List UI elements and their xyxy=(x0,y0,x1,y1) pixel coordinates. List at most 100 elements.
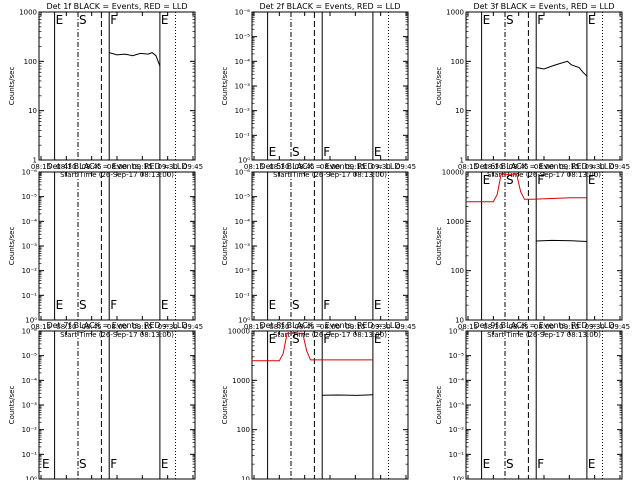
event-marker-F: F xyxy=(110,457,117,471)
event-marker-E: E xyxy=(374,298,382,312)
x-tick-label: 08:00 xyxy=(320,163,340,171)
plot-frame xyxy=(465,171,623,321)
event-marker-F: F xyxy=(323,298,330,312)
x-tick-label: 09:45 xyxy=(183,323,203,331)
chart-panel-1: Det 1f BLACK = Events, RED = LLD 1 10 100 10… xyxy=(8,2,203,179)
chart-panel-7: Det 7f BLACK = Events, RED = LLD 10⁰ 10⁻¹ 1… xyxy=(8,321,196,480)
event-marker-E: E xyxy=(483,13,491,27)
y-tick-label: 10⁻³ xyxy=(235,83,251,91)
x-tick-label: 08:00 xyxy=(107,163,127,171)
plot-frame xyxy=(38,11,196,161)
x-tick-label: 09:45 xyxy=(610,163,630,171)
event-marker-F: F xyxy=(110,13,117,27)
y-tick-label: 10⁻¹ xyxy=(449,451,465,459)
y-tick-label: 100 xyxy=(451,58,464,66)
plot-frame xyxy=(465,11,623,161)
event-marker-E: E xyxy=(374,332,382,346)
x-tick-label: 08:15 xyxy=(31,163,51,171)
x-tick-label: 09:45 xyxy=(396,163,416,171)
event-marker-E: E xyxy=(42,457,50,471)
x-tick-label: 08:15 xyxy=(458,163,478,171)
chart-panel-3: Det 3f BLACK = Events, RED = LLD 1 10 100 10… xyxy=(435,2,630,179)
event-marker-E: E xyxy=(161,298,169,312)
y-axis-label: Counts/sec xyxy=(8,67,16,106)
events-line xyxy=(322,394,373,396)
event-marker-E: E xyxy=(483,457,491,471)
plot-frame xyxy=(251,330,409,480)
y-tick-label: 1000 xyxy=(446,218,464,226)
y-tick-label: 10⁻⁴ xyxy=(449,377,465,385)
y-tick-label: 10⁻² xyxy=(449,426,465,434)
y-tick-label: 10⁰ xyxy=(238,157,250,165)
y-tick-label: 10⁰ xyxy=(25,317,37,325)
y-tick-label: 10⁻⁶ xyxy=(22,328,38,336)
x-tick-label: 08:00 xyxy=(534,323,554,331)
event-marker-E: E xyxy=(588,173,596,187)
x-tick-label: 08:15 xyxy=(31,323,51,331)
y-axis-label: Counts/sec xyxy=(221,67,229,106)
event-marker-E: E xyxy=(374,145,382,159)
lld-line xyxy=(466,173,587,203)
y-axis-label: Counts/sec xyxy=(221,386,229,425)
event-marker-E: E xyxy=(269,145,277,159)
event-marker-E: E xyxy=(588,457,596,471)
x-tick-label: 08:30 xyxy=(269,323,289,331)
y-axis-label: Counts/sec xyxy=(8,227,16,266)
y-tick-label: 100 xyxy=(451,267,464,275)
event-marker-S: S xyxy=(292,332,300,346)
y-tick-label: 10 xyxy=(28,107,37,115)
event-marker-F: F xyxy=(110,298,117,312)
x-tick-label: 08:30 xyxy=(56,323,76,331)
y-tick-label: 100 xyxy=(237,426,250,434)
y-axis-label: Counts/sec xyxy=(435,227,443,266)
y-axis-label: Counts/sec xyxy=(221,227,229,266)
y-axis-label: Counts/sec xyxy=(435,386,443,425)
x-tick-label: 09:15 xyxy=(345,163,365,171)
y-tick-label: 1 xyxy=(33,157,37,165)
event-marker-F: F xyxy=(537,13,544,27)
y-tick-label: 10⁻⁵ xyxy=(235,193,251,201)
event-marker-S: S xyxy=(79,457,87,471)
y-tick-label: 10⁻⁴ xyxy=(22,218,38,226)
chart-panel-9: Det 9f BLACK = Events, RED = LLD 10⁰ 10⁻¹ 1… xyxy=(435,321,623,480)
y-tick-label: 10⁻³ xyxy=(22,243,38,251)
x-tick-label: 08:15 xyxy=(244,323,264,331)
event-marker-F: F xyxy=(537,457,544,471)
event-marker-E: E xyxy=(161,13,169,27)
event-marker-S: S xyxy=(79,298,87,312)
chart-title: Det 2f BLACK = Events, RED = LLD xyxy=(259,2,400,11)
y-tick-label: 10⁰ xyxy=(452,476,464,480)
event-marker-S: S xyxy=(506,173,514,187)
event-marker-E: E xyxy=(588,13,596,27)
x-tick-label: 08:30 xyxy=(269,163,289,171)
x-tick-label: 09:30 xyxy=(371,323,391,331)
chart-title: Det 7f BLACK = Events, RED = LLD xyxy=(46,321,187,330)
y-axis-label: Counts/sec xyxy=(8,386,16,425)
x-tick-label: 08:15 xyxy=(244,163,264,171)
chart-title: Det 3f BLACK = Events, RED = LLD xyxy=(473,2,614,11)
y-tick-label: 10000 xyxy=(228,328,250,336)
x-tick-label: 08:45 xyxy=(82,323,102,331)
chart-panel-4: Det 4f BLACK = Events, RED = LLD 10⁰ 10⁻¹ 1… xyxy=(8,162,203,339)
x-tick-label: 09:15 xyxy=(132,323,152,331)
y-tick-label: 10⁻¹ xyxy=(235,292,251,300)
x-tick-label: 08:45 xyxy=(295,323,315,331)
y-tick-label: 10⁻² xyxy=(22,426,38,434)
chart-title: Det 9f BLACK = Events, RED = LLD xyxy=(473,321,614,330)
event-marker-S: S xyxy=(292,145,300,159)
x-tick-label: 09:45 xyxy=(610,323,630,331)
y-tick-label: 1000 xyxy=(19,9,37,17)
y-tick-label: 10⁻³ xyxy=(22,402,38,410)
event-marker-F: F xyxy=(323,332,330,346)
x-tick-label: 08:45 xyxy=(509,163,529,171)
y-tick-label: 10⁻⁶ xyxy=(22,169,38,177)
event-marker-E: E xyxy=(483,173,491,187)
event-marker-S: S xyxy=(506,457,514,471)
y-tick-label: 1000 xyxy=(446,9,464,17)
chart-panel-5: Det 5f BLACK = Events, RED = LLD 10⁰ 10⁻¹ 1… xyxy=(221,162,416,339)
y-tick-label: 100 xyxy=(24,58,37,66)
y-axis-label: Counts/sec xyxy=(435,67,443,106)
y-tick-label: 10⁰ xyxy=(238,317,250,325)
y-tick-label: 10⁻⁴ xyxy=(235,218,251,226)
